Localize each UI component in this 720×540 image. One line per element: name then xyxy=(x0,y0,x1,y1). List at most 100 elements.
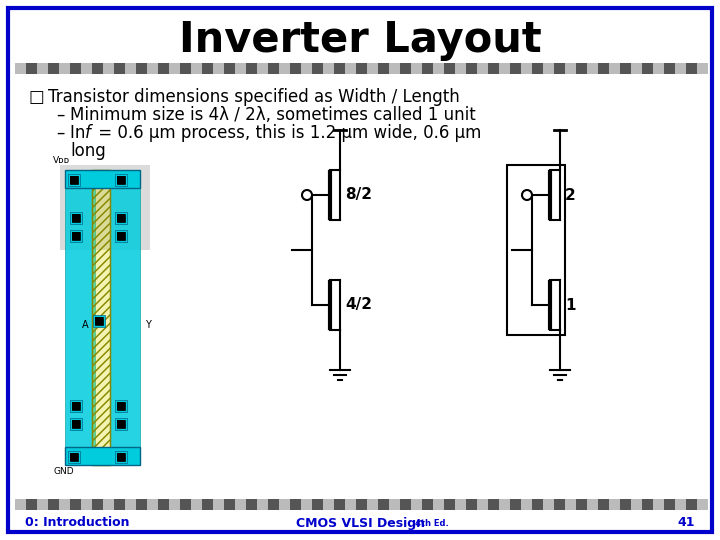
Bar xyxy=(15,499,20,504)
Bar xyxy=(576,499,582,504)
Bar xyxy=(477,504,482,510)
Bar xyxy=(516,69,521,74)
Bar xyxy=(686,63,697,74)
Bar xyxy=(117,176,125,184)
Bar xyxy=(213,63,218,69)
Bar xyxy=(70,453,78,461)
Bar xyxy=(37,63,42,69)
Bar xyxy=(163,499,169,504)
Bar xyxy=(224,499,230,504)
Bar xyxy=(70,453,78,461)
Bar xyxy=(312,499,323,510)
Bar xyxy=(620,63,631,74)
Bar xyxy=(68,174,80,186)
Bar xyxy=(117,453,125,461)
Bar xyxy=(477,499,482,504)
Bar xyxy=(97,504,103,510)
Bar xyxy=(92,170,110,465)
Bar xyxy=(218,69,224,74)
Bar xyxy=(444,504,449,510)
Bar xyxy=(103,499,109,504)
Bar xyxy=(642,69,647,74)
Bar xyxy=(235,69,240,74)
Bar xyxy=(482,504,488,510)
Bar xyxy=(279,504,284,510)
Text: 0: Introduction: 0: Introduction xyxy=(25,516,130,530)
Bar xyxy=(642,499,647,504)
Bar xyxy=(191,63,197,69)
Bar xyxy=(422,504,428,510)
Bar xyxy=(230,63,235,69)
Bar xyxy=(213,504,218,510)
Bar xyxy=(48,499,53,504)
Bar xyxy=(411,69,416,74)
Bar xyxy=(367,499,372,504)
Bar xyxy=(76,504,81,510)
Bar xyxy=(328,504,334,510)
Bar xyxy=(570,69,576,74)
Bar xyxy=(86,499,92,504)
Bar xyxy=(180,63,186,69)
Bar xyxy=(598,504,603,510)
Bar xyxy=(59,499,70,510)
Bar xyxy=(499,63,510,74)
Bar xyxy=(323,63,328,69)
Bar xyxy=(197,504,202,510)
Bar xyxy=(93,315,105,327)
Bar xyxy=(26,63,32,69)
Bar xyxy=(125,499,130,504)
Bar xyxy=(230,499,235,504)
Bar xyxy=(323,499,334,510)
Bar xyxy=(125,63,130,69)
Bar xyxy=(240,63,246,69)
Bar xyxy=(614,499,620,504)
Bar xyxy=(95,317,103,325)
Bar xyxy=(631,499,636,504)
Bar xyxy=(543,499,549,504)
Bar xyxy=(125,63,136,74)
Bar xyxy=(235,504,240,510)
Bar xyxy=(361,504,367,510)
Bar xyxy=(202,499,207,504)
Bar xyxy=(186,69,191,74)
Text: Minimum size is 4λ / 2λ, sometimes called 1 unit: Minimum size is 4λ / 2λ, sometimes calle… xyxy=(70,106,476,124)
Bar xyxy=(312,69,318,74)
Bar xyxy=(251,504,257,510)
Bar xyxy=(461,63,466,69)
Bar xyxy=(251,63,257,69)
Bar xyxy=(416,504,422,510)
Bar xyxy=(72,420,80,428)
Bar xyxy=(72,420,80,428)
Bar xyxy=(532,499,543,510)
Bar xyxy=(411,63,416,69)
Bar xyxy=(356,69,361,74)
Bar xyxy=(218,504,224,510)
Bar xyxy=(428,499,433,504)
Bar xyxy=(290,499,301,510)
Bar xyxy=(438,504,444,510)
Bar xyxy=(356,499,361,504)
Bar xyxy=(472,504,477,510)
Bar xyxy=(653,504,659,510)
Bar xyxy=(438,499,444,504)
Bar xyxy=(153,63,158,69)
Bar xyxy=(103,63,109,69)
Bar xyxy=(378,69,384,74)
Bar xyxy=(115,230,127,242)
Bar xyxy=(59,499,65,504)
Bar xyxy=(246,63,257,74)
Text: □: □ xyxy=(28,88,44,106)
Bar xyxy=(626,63,631,69)
Bar xyxy=(20,499,26,504)
Bar xyxy=(257,499,263,504)
Bar xyxy=(488,69,493,74)
Bar xyxy=(697,499,708,510)
Bar xyxy=(213,63,224,74)
Bar xyxy=(626,504,631,510)
Bar xyxy=(42,69,48,74)
Bar xyxy=(405,504,411,510)
Bar xyxy=(438,63,444,69)
Bar xyxy=(268,63,279,74)
Bar xyxy=(117,402,125,410)
Bar xyxy=(620,499,626,504)
